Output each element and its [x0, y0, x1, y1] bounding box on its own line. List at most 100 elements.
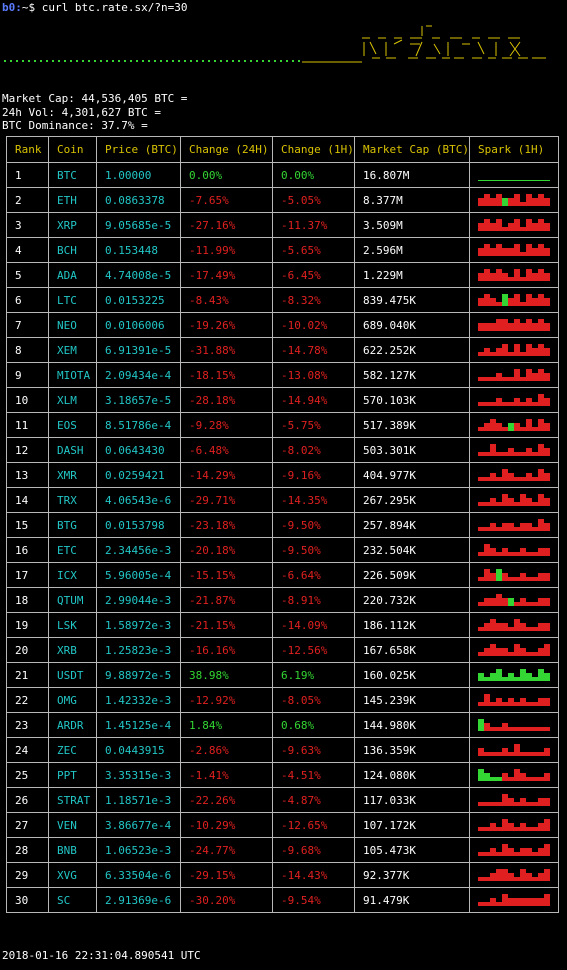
spark-bar — [519, 623, 526, 631]
spark-bar — [537, 727, 544, 731]
column-header-rank: Rank — [6, 136, 49, 163]
coin-cell: MIOTA — [48, 362, 97, 388]
spark-bar — [531, 727, 538, 731]
spark-bar — [501, 573, 508, 581]
spark-bar — [513, 769, 520, 781]
sparkline-cell — [468, 837, 559, 863]
spark-bar — [513, 802, 520, 806]
spark-bar — [495, 398, 502, 406]
spark-bar — [519, 648, 526, 656]
column-header-market-cap: Market Cap (BTC) — [354, 136, 470, 163]
sparkline-chart — [477, 694, 550, 706]
spark-bar — [489, 727, 496, 731]
spark-bar — [531, 852, 538, 856]
spark-bar — [477, 223, 484, 231]
spark-bar — [507, 402, 514, 406]
change-1h-cell: -6.45% — [272, 262, 355, 288]
spark-bar — [495, 852, 502, 856]
spark-bar — [531, 223, 538, 231]
spark-bar — [477, 427, 484, 431]
spark-bar — [507, 198, 514, 206]
spark-bar — [477, 298, 484, 306]
spark-bar — [513, 452, 520, 456]
spark-bar — [477, 180, 484, 181]
spark-bar — [507, 577, 514, 581]
spark-bar — [537, 269, 544, 281]
rank-cell: 10 — [6, 387, 49, 413]
rank-cell: 22 — [6, 687, 49, 713]
spark-bar — [477, 377, 484, 381]
spark-bar — [489, 498, 496, 506]
sparkline-chart — [477, 319, 550, 331]
spark-bar — [531, 427, 538, 431]
coin-cell: ZEC — [48, 737, 97, 763]
spark-bar — [543, 548, 550, 556]
spark-bar — [477, 198, 484, 206]
market-cap-cell: 689.040K — [354, 312, 470, 338]
spark-bar — [507, 323, 514, 331]
change-24h-cell: -29.71% — [180, 487, 273, 513]
sparkline-cell — [468, 462, 559, 488]
spark-bar — [489, 523, 496, 531]
spark-bar — [495, 373, 502, 381]
volume-line: 24h Vol: 4,301,627 BTC = — [2, 105, 161, 119]
spark-bar — [495, 552, 502, 556]
sparkline-cell — [468, 662, 559, 688]
spark-bar — [489, 377, 496, 381]
spark-bar — [543, 773, 550, 781]
price-cell: 3.18657e-5 — [96, 387, 181, 413]
spark-bar — [543, 223, 550, 231]
market-cap-cell: 220.732K — [354, 587, 470, 613]
rank-cell: 26 — [6, 787, 49, 813]
spark-bar — [477, 477, 484, 481]
spark-bar — [483, 323, 490, 331]
spark-bar — [525, 602, 532, 606]
coin-cell: BTC — [48, 162, 97, 188]
table-row: 11 EOS 8.51786e-4 -9.28% -5.75% 517.389K — [6, 412, 559, 438]
spark-bar — [519, 727, 526, 731]
spark-bar — [495, 452, 502, 456]
market-cap-cell: 2.596M — [354, 237, 470, 263]
sparkline-cell — [468, 437, 559, 463]
spark-bar — [513, 369, 520, 381]
spark-bar — [483, 452, 490, 456]
rank-cell: 29 — [6, 862, 49, 888]
spark-bar — [543, 798, 550, 806]
spark-bar — [519, 477, 526, 481]
change-24h-cell: -15.15% — [180, 562, 273, 588]
price-cell: 0.153448 — [96, 237, 181, 263]
spark-bar — [519, 452, 526, 456]
spark-bar — [531, 752, 538, 756]
sparkline-chart — [477, 794, 550, 806]
market-cap-cell: 232.504K — [354, 537, 470, 563]
rank-cell: 28 — [6, 837, 49, 863]
spark-bar — [513, 677, 520, 681]
spark-bar — [519, 227, 526, 231]
spark-bar — [537, 194, 544, 206]
spark-bar — [483, 569, 490, 581]
spark-bar — [489, 673, 496, 681]
spark-bar — [531, 602, 538, 606]
spark-bar — [543, 398, 550, 406]
spark-bar — [507, 727, 514, 731]
spark-bar — [507, 223, 514, 231]
spark-bar — [513, 502, 520, 506]
sparkline-cell — [468, 862, 559, 888]
spark-bar — [543, 423, 550, 431]
sparkline-cell — [468, 762, 559, 788]
change-24h-cell: -31.88% — [180, 337, 273, 363]
market-cap-cell: 1.229M — [354, 262, 470, 288]
change-1h-cell: 0.00% — [272, 162, 355, 188]
change-1h-cell: -8.91% — [272, 587, 355, 613]
spark-bar — [489, 444, 496, 456]
spark-bar — [507, 277, 514, 281]
coin-cell: NEO — [48, 312, 97, 338]
change-24h-cell: -29.15% — [180, 862, 273, 888]
price-cell: 6.91391e-5 — [96, 337, 181, 363]
spark-bar — [483, 269, 490, 281]
spark-bar — [501, 844, 508, 856]
spark-bar — [513, 180, 520, 181]
spark-bar — [483, 477, 490, 481]
spark-bar — [489, 323, 496, 331]
terminal-prompt: b0:~$ curl btc.rate.sx/?n=30 — [2, 1, 187, 14]
